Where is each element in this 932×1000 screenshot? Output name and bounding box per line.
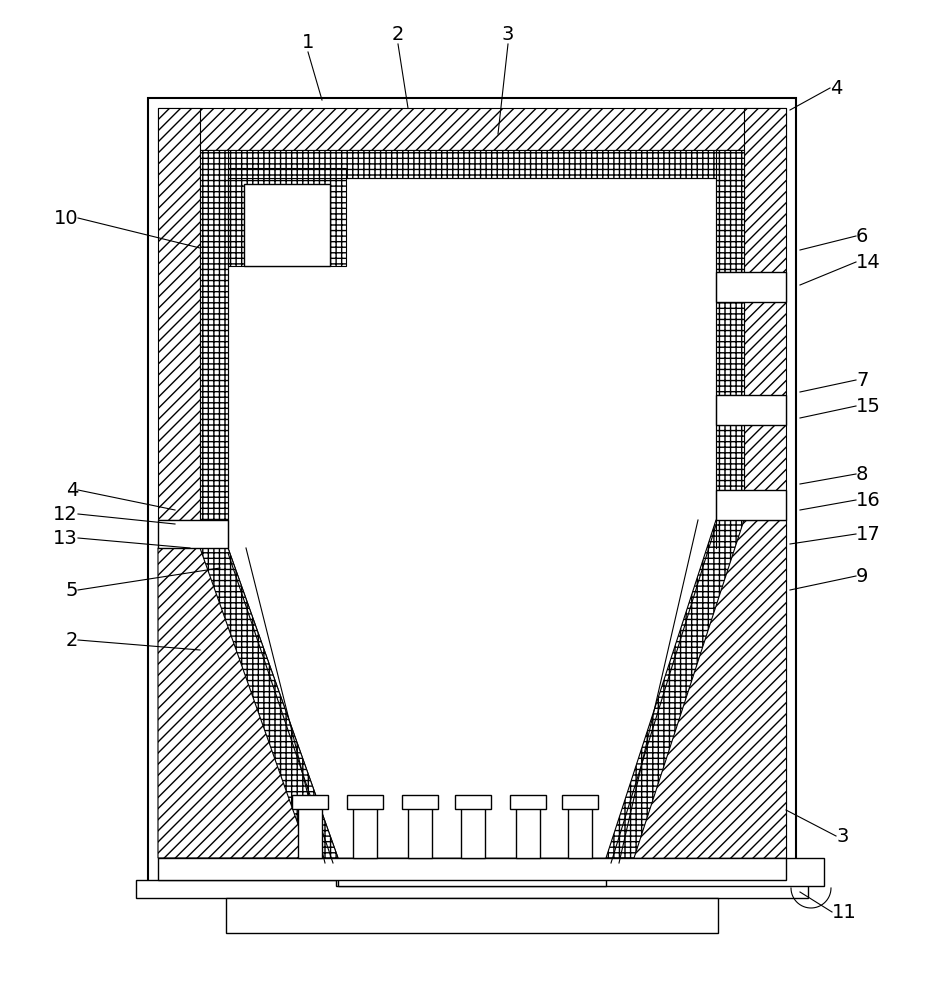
Bar [716, 520, 744, 858]
Bar [716, 425, 744, 490]
Polygon shape [200, 548, 338, 858]
Text: 5: 5 [65, 580, 78, 599]
Bar [136, 880, 808, 898]
Text: 9: 9 [856, 566, 869, 585]
Bar [716, 302, 744, 395]
Bar [158, 108, 200, 520]
Bar [568, 808, 592, 858]
Bar [336, 858, 824, 886]
Text: 16: 16 [856, 490, 881, 510]
Text: 17: 17 [856, 524, 881, 544]
Bar [510, 795, 546, 809]
Bar [226, 898, 718, 933]
Text: 13: 13 [53, 528, 78, 548]
Text: 14: 14 [856, 252, 881, 271]
Bar [716, 150, 744, 272]
Bar [562, 795, 598, 809]
Polygon shape [158, 548, 338, 858]
Bar [516, 808, 540, 858]
Text: 8: 8 [856, 464, 869, 484]
Text: 7: 7 [856, 370, 869, 389]
Text: 2: 2 [391, 25, 404, 44]
Text: 4: 4 [65, 481, 78, 499]
Text: 10: 10 [53, 209, 78, 228]
Bar [716, 272, 786, 302]
Bar [158, 150, 786, 178]
Bar [716, 395, 786, 425]
Polygon shape [606, 520, 744, 858]
Bar [408, 808, 432, 858]
Bar [158, 858, 786, 880]
Bar [402, 795, 438, 809]
Bar [200, 548, 228, 858]
Bar [244, 184, 330, 266]
Bar [744, 108, 786, 878]
Text: 3: 3 [836, 826, 848, 846]
Bar [200, 150, 228, 520]
Bar [292, 795, 328, 809]
Text: 2: 2 [65, 631, 78, 650]
Text: 15: 15 [856, 396, 881, 416]
Text: 6: 6 [856, 227, 869, 245]
Bar [353, 808, 377, 858]
Bar [158, 108, 786, 150]
Bar [228, 168, 346, 266]
Bar [461, 808, 485, 858]
Bar [148, 98, 796, 888]
Bar [158, 548, 200, 858]
Text: 4: 4 [830, 79, 843, 98]
Bar [338, 858, 606, 886]
Bar [716, 490, 786, 520]
Bar [347, 795, 383, 809]
Text: 12: 12 [53, 504, 78, 524]
Text: 1: 1 [302, 33, 314, 52]
Bar [298, 808, 322, 858]
Bar [158, 520, 228, 548]
Polygon shape [606, 520, 786, 858]
Text: 11: 11 [832, 902, 857, 922]
Text: 3: 3 [501, 25, 514, 44]
Bar [455, 795, 491, 809]
Bar [228, 178, 716, 548]
